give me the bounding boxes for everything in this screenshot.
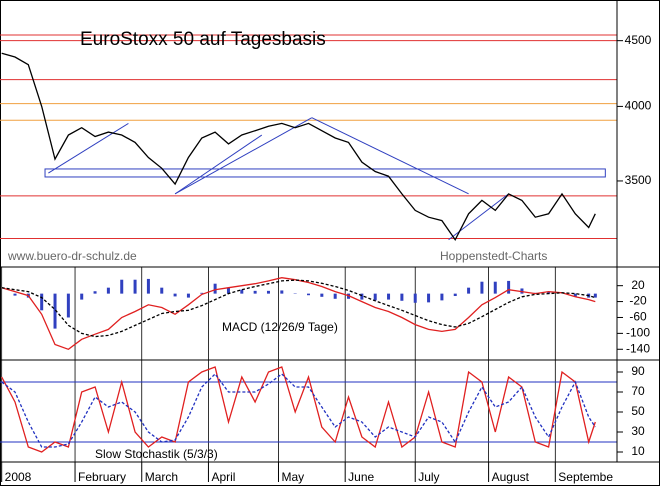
histogram-bar xyxy=(240,289,244,294)
histogram-bar xyxy=(146,278,150,294)
histogram-bar xyxy=(53,293,57,329)
y-tick-label: 70 xyxy=(631,384,645,398)
x-tick-label: February xyxy=(78,470,126,484)
histogram-bar xyxy=(493,281,497,294)
chart-title: EuroStoxx 50 auf Tagesbasis xyxy=(80,29,326,50)
trendline xyxy=(311,117,469,195)
histogram-bar xyxy=(360,293,364,300)
histogram-bar xyxy=(507,280,511,294)
histogram-bar xyxy=(173,293,177,297)
histogram-bar xyxy=(106,287,110,294)
histogram-bar xyxy=(547,291,551,294)
histogram-bar xyxy=(93,291,97,294)
panel-label: MACD (12/26/9 Tage) xyxy=(222,320,338,334)
histogram-bar xyxy=(80,293,84,300)
histogram-bar xyxy=(213,283,217,294)
histogram-bar xyxy=(226,287,230,294)
y-tick-label: 4000 xyxy=(625,99,652,113)
series-line xyxy=(1,52,596,242)
y-tick-label: 50 xyxy=(631,404,645,418)
x-tick-label: 2008 xyxy=(5,470,32,484)
x-tick-label: March xyxy=(145,470,178,484)
histogram-bar xyxy=(133,279,137,294)
trendline xyxy=(174,134,263,195)
histogram-bar xyxy=(333,293,337,299)
x-tick-label: Septembe xyxy=(558,470,613,484)
histogram-bar xyxy=(480,281,484,294)
x-tick-label: August xyxy=(492,470,530,484)
histogram-bar xyxy=(320,293,324,297)
trendline xyxy=(48,122,129,174)
y-tick-label: -20 xyxy=(629,294,647,308)
annotation: Hoppenstedt-Charts xyxy=(440,249,547,263)
y-tick-label: -140 xyxy=(626,341,650,355)
x-tick-label: April xyxy=(211,470,235,484)
y-tick-label: 3500 xyxy=(625,173,652,187)
histogram-bar xyxy=(440,293,444,301)
y-tick-label: 20 xyxy=(631,278,645,292)
histogram-bar xyxy=(593,293,597,298)
y-tick-label: -100 xyxy=(626,326,650,340)
histogram-bar xyxy=(400,293,404,301)
band xyxy=(44,168,606,178)
y-tick-label: 90 xyxy=(631,364,645,378)
histogram-bar xyxy=(160,287,164,294)
histogram-bar xyxy=(307,293,310,296)
histogram-bar xyxy=(253,290,257,294)
y-tick-label: 4500 xyxy=(625,33,652,47)
y-tick-label: -60 xyxy=(629,310,647,324)
series-line xyxy=(1,279,596,338)
histogram-bar xyxy=(66,293,70,318)
histogram-bar xyxy=(427,293,431,303)
x-tick-label: May xyxy=(281,470,304,484)
histogram-bar xyxy=(280,290,284,294)
histogram-bar xyxy=(13,293,17,296)
histogram-bar xyxy=(573,293,577,297)
histogram-bar xyxy=(266,290,270,294)
panel-label: Slow Stochastik (5/3/3) xyxy=(95,447,218,461)
histogram-bar xyxy=(467,287,471,294)
x-tick-label: June xyxy=(348,470,374,484)
y-tick-label: 30 xyxy=(631,424,645,438)
annotation: www.buero-dr-schulz.de xyxy=(7,249,137,263)
y-tick-label: 10 xyxy=(631,444,645,458)
histogram-bar xyxy=(373,293,377,301)
series-line xyxy=(1,373,596,448)
histogram-bar xyxy=(453,293,457,297)
histogram-bar xyxy=(40,293,44,311)
histogram-bar xyxy=(387,293,391,300)
x-tick-label: July xyxy=(418,470,439,484)
histogram-bar xyxy=(120,279,124,294)
trendline xyxy=(174,117,313,195)
histogram-bar xyxy=(413,293,417,303)
histogram-bar xyxy=(186,293,190,298)
histogram-bar xyxy=(200,292,204,294)
